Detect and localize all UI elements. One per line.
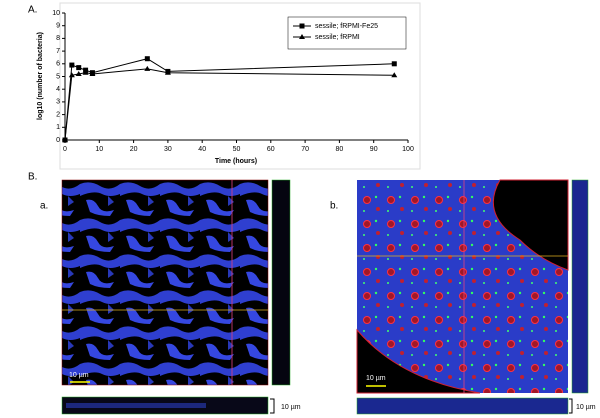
- series-line: [64, 68, 395, 141]
- point: [391, 61, 397, 67]
- y-tick-label: 3: [56, 99, 60, 106]
- x-tick-label: 60: [267, 146, 275, 153]
- micrograph-b: [356, 179, 589, 415]
- x-tick-label: 10: [95, 146, 103, 153]
- panel-label: b.: [330, 201, 338, 212]
- x-tick-label: 40: [198, 146, 206, 153]
- x-tick-label: 50: [233, 146, 241, 153]
- y-tick-label: 0: [56, 137, 60, 144]
- scale-label: 10 µm: [576, 404, 596, 411]
- x-tick-label: 80: [336, 146, 344, 153]
- y-tick-label: 6: [56, 61, 60, 68]
- point: [75, 70, 82, 76]
- point: [144, 56, 150, 62]
- y-tick-label: 5: [56, 73, 60, 80]
- x-axis-label: Time (hours): [215, 158, 257, 165]
- x-tick-label: 70: [301, 146, 309, 153]
- legend-box: [287, 16, 407, 50]
- scale-label: 10 µm: [69, 372, 89, 379]
- scale-label: 10 µm: [366, 375, 386, 382]
- point: [89, 70, 96, 76]
- x-tick-label: 0: [63, 146, 67, 153]
- chart-frame: [59, 2, 421, 170]
- point: [144, 65, 151, 71]
- y-tick-label: 9: [56, 23, 60, 30]
- y-tick-label: 10: [52, 10, 60, 17]
- bracket: [569, 398, 573, 414]
- y-tick-label: 2: [56, 111, 60, 118]
- scale-label: 10 µm: [281, 404, 301, 411]
- series-line: [64, 58, 395, 141]
- point: [69, 62, 75, 68]
- bracket: [270, 398, 275, 414]
- x-tick-label: 30: [164, 146, 172, 153]
- legend-marker: [299, 34, 305, 39]
- y-tick-label: 8: [56, 35, 60, 42]
- point: [62, 137, 68, 142]
- panel-label: B.: [28, 172, 37, 183]
- y-axis-label: log10 (number of bacteria): [37, 32, 44, 120]
- x-tick-label: 90: [370, 146, 378, 153]
- point: [68, 72, 75, 78]
- y-tick-label: 1: [56, 124, 60, 131]
- y-tick-label: 7: [56, 48, 60, 55]
- point: [76, 65, 82, 71]
- point: [82, 69, 89, 75]
- panel-label: a.: [40, 201, 48, 212]
- micrograph-a: [61, 179, 291, 415]
- y-tick-label: 4: [56, 86, 60, 93]
- legend-marker: [299, 23, 305, 29]
- x-tick-label: 100: [402, 146, 414, 153]
- panel-label: A.: [28, 5, 37, 16]
- legend-label: sessile; fRPMI-Fe25: [315, 23, 378, 30]
- x-tick-label: 20: [130, 146, 138, 153]
- point: [164, 69, 171, 75]
- legend-label: sessile; fRPMI: [315, 34, 360, 41]
- point: [391, 72, 398, 78]
